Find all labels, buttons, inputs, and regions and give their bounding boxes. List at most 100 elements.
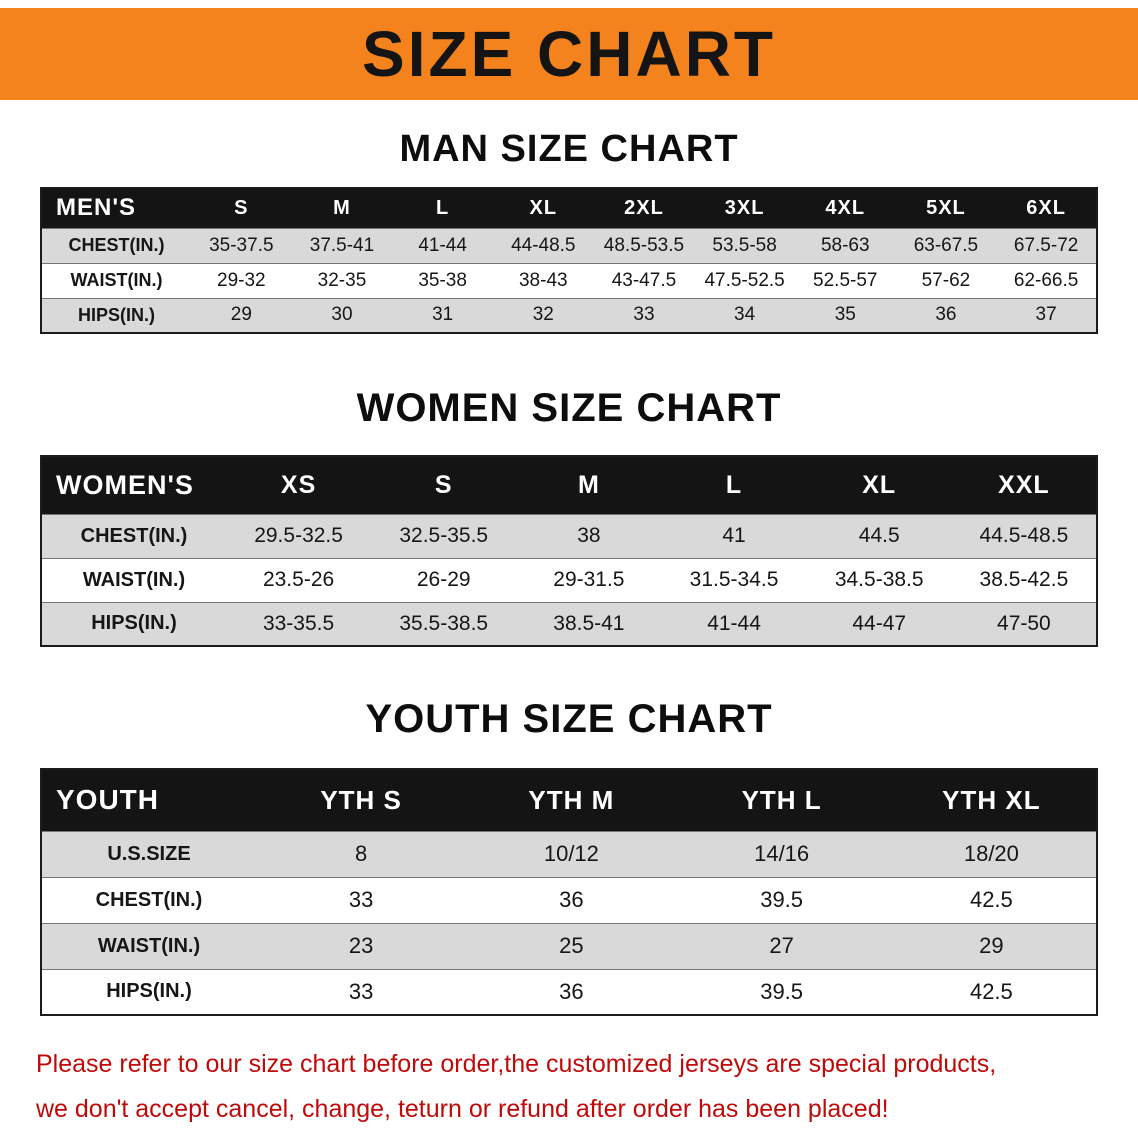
size-column-header: XL (492, 188, 594, 228)
men-size-section: MAN SIZE CHART MEN'S S M L XL 2XL 3XL 4XL 5XL 6XL… (0, 128, 1138, 334)
size-value: 34.5-38.5 (806, 557, 952, 603)
measurement-label: CHEST(IN.) (41, 227, 191, 264)
size-value: 29-31.5 (516, 557, 662, 603)
size-value: 35 (794, 297, 896, 334)
size-value: 63-67.5 (895, 227, 997, 264)
size-value: 41 (661, 513, 807, 559)
size-value: 18/20 (886, 830, 1097, 878)
size-column-header: 2XL (593, 188, 695, 228)
table-row: WAIST(IN.) 23 25 27 29 (41, 922, 1097, 970)
table-header-row: MEN'S S M L XL 2XL 3XL 4XL 5XL 6XL (41, 188, 1097, 228)
size-column-header: YTH L (676, 769, 887, 831)
size-value: 33 (256, 968, 467, 1016)
women-size-section: WOMEN SIZE CHART WOMEN'S XS S M L XL XXL CHEST(… (0, 386, 1138, 647)
group-label-header: WOMEN'S (41, 456, 226, 514)
size-column-header: M (291, 188, 393, 228)
size-value: 36 (895, 297, 997, 334)
size-column-header: S (371, 456, 517, 514)
youth-size-table: YOUTH YTH S YTH M YTH L YTH XL U.S.SIZE 8 10/12… (40, 768, 1098, 1016)
table-row: CHEST(IN.) 33 36 39.5 42.5 (41, 876, 1097, 924)
size-value: 39.5 (676, 968, 887, 1016)
size-value: 42.5 (886, 876, 1097, 924)
table-row: U.S.SIZE 8 10/12 14/16 18/20 (41, 830, 1097, 878)
size-value: 41-44 (661, 601, 807, 647)
size-column-header: 5XL (895, 188, 997, 228)
size-value: 44-47 (806, 601, 952, 647)
size-column-header: 6XL (996, 188, 1097, 228)
table-row: HIPS(IN.) 33-35.5 35.5-38.5 38.5-41 41-44 44-… (41, 601, 1097, 647)
size-value: 37 (996, 297, 1097, 334)
size-value: 30 (291, 297, 393, 334)
men-size-table: MEN'S S M L XL 2XL 3XL 4XL 5XL 6XL CHEST(IN.) 35-37… (40, 187, 1098, 334)
size-value: 31.5-34.5 (661, 557, 807, 603)
size-column-header: S (191, 188, 292, 228)
size-value: 47.5-52.5 (694, 262, 795, 299)
size-column-header: 3XL (694, 188, 795, 228)
measurement-label: WAIST(IN.) (41, 557, 226, 603)
footer-notice: Please refer to our size chart before or… (0, 1042, 1138, 1132)
size-column-header: L (392, 188, 493, 228)
size-value: 38-43 (492, 262, 594, 299)
size-value: 37.5-41 (291, 227, 393, 264)
size-value: 35-37.5 (191, 227, 292, 264)
size-value: 29-32 (191, 262, 292, 299)
size-column-header: XL (806, 456, 952, 514)
size-value: 33 (256, 876, 467, 924)
size-value: 36 (466, 876, 677, 924)
size-value: 53.5-58 (694, 227, 795, 264)
size-value: 29.5-32.5 (226, 513, 372, 559)
measurement-label: HIPS(IN.) (41, 968, 256, 1016)
page-title: SIZE CHART (362, 18, 776, 90)
table-row: CHEST(IN.) 35-37.5 37.5-41 41-44 44-48.5 48.5… (41, 227, 1097, 264)
size-value: 44.5 (806, 513, 952, 559)
size-value: 34 (694, 297, 795, 334)
table-row: WAIST(IN.) 29-32 32-35 35-38 38-43 43-47.5 47.… (41, 262, 1097, 299)
women-size-table: WOMEN'S XS S M L XL XXL CHEST(IN.) 29.5-32.5 32.5… (40, 455, 1098, 647)
size-column-header: M (516, 456, 662, 514)
youth-size-section: YOUTH SIZE CHART YOUTH YTH S YTH M YTH L YTH… (0, 697, 1138, 1016)
size-value: 58-63 (794, 227, 896, 264)
table-row: HIPS(IN.) 29 30 31 32 33 34 35 36 37 (41, 297, 1097, 334)
table-row: WAIST(IN.) 23.5-26 26-29 29-31.5 31.5-34.5 34… (41, 557, 1097, 603)
measurement-label: HIPS(IN.) (41, 601, 226, 647)
table-row: CHEST(IN.) 29.5-32.5 32.5-35.5 38 41 44.5 44.5… (41, 513, 1097, 559)
size-value: 23.5-26 (226, 557, 372, 603)
notice-line-1: Please refer to our size chart before or… (36, 1050, 997, 1078)
size-value: 41-44 (392, 227, 493, 264)
size-value: 32 (492, 297, 594, 334)
size-value: 23 (256, 922, 467, 970)
measurement-label: WAIST(IN.) (41, 262, 191, 299)
size-value: 25 (466, 922, 677, 970)
table-row: HIPS(IN.) 33 36 39.5 42.5 (41, 968, 1097, 1016)
size-column-header: L (661, 456, 807, 514)
size-column-header: YTH XL (886, 769, 1097, 831)
size-value: 62-66.5 (996, 262, 1097, 299)
notice-line-2: we don't accept cancel, change, teturn o… (36, 1095, 889, 1123)
size-value: 48.5-53.5 (593, 227, 695, 264)
size-value: 35.5-38.5 (371, 601, 517, 647)
size-column-header: XS (226, 456, 372, 514)
group-label-header: MEN'S (41, 188, 191, 228)
size-column-header: 4XL (794, 188, 896, 228)
size-value: 67.5-72 (996, 227, 1097, 264)
measurement-label: U.S.SIZE (41, 830, 256, 878)
size-column-header: YTH S (256, 769, 467, 831)
size-chart-page: SIZE CHART MAN SIZE CHART MEN'S S M L XL 2XL 3… (0, 8, 1138, 1132)
measurement-label: WAIST(IN.) (41, 922, 256, 970)
size-value: 44-48.5 (492, 227, 594, 264)
measurement-label: CHEST(IN.) (41, 876, 256, 924)
size-value: 42.5 (886, 968, 1097, 1016)
size-value: 10/12 (466, 830, 677, 878)
group-label-header: YOUTH (41, 769, 256, 831)
men-section-heading: MAN SIZE CHART (399, 128, 739, 170)
size-value: 57-62 (895, 262, 997, 299)
measurement-label: HIPS(IN.) (41, 297, 191, 334)
women-section-heading: WOMEN SIZE CHART (356, 386, 782, 430)
measurement-label: CHEST(IN.) (41, 513, 226, 559)
size-value: 29 (886, 922, 1097, 970)
size-value: 27 (676, 922, 887, 970)
size-value: 8 (256, 830, 467, 878)
size-value: 33 (593, 297, 695, 334)
size-value: 35-38 (392, 262, 493, 299)
size-value: 43-47.5 (593, 262, 695, 299)
